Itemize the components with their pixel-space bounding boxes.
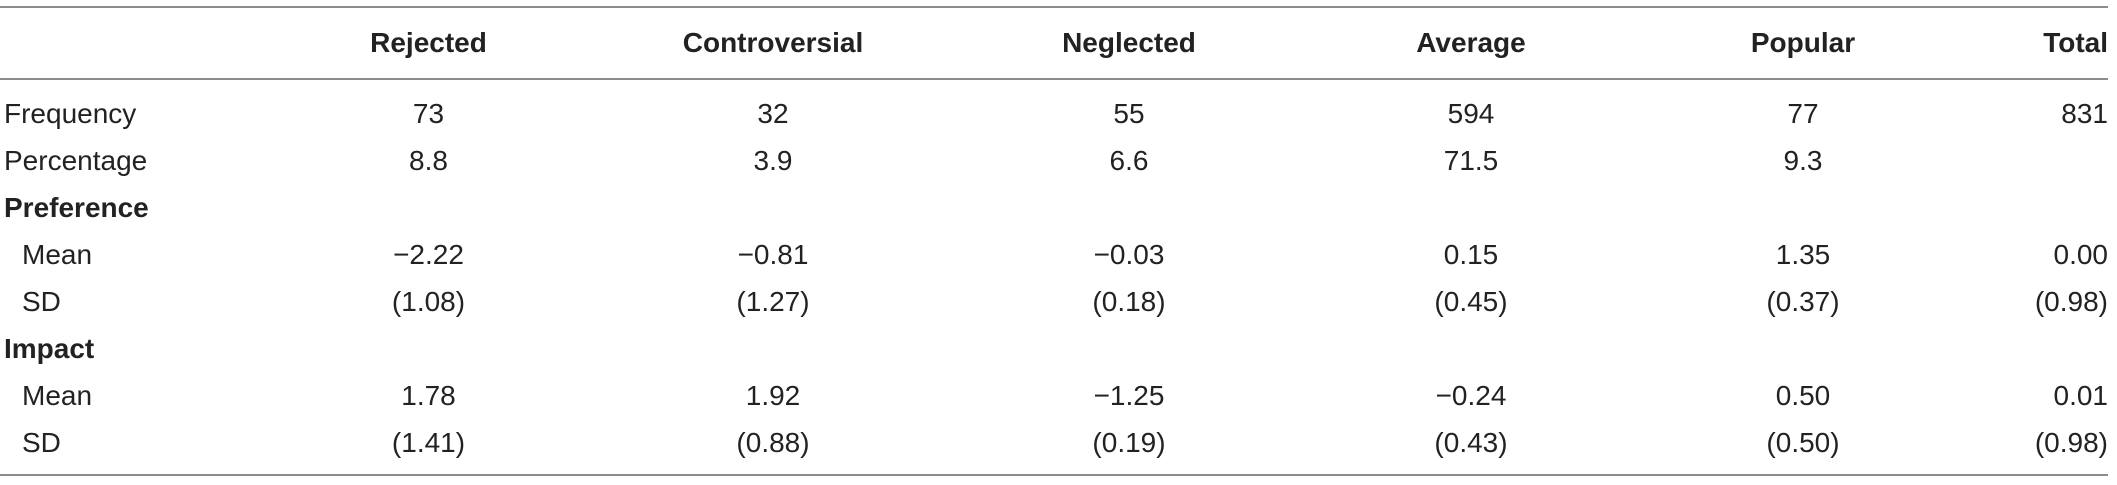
table-row-frequency: Frequency 73 32 55 594 77 831	[0, 79, 2108, 137]
table-row-impact-sd: SD (1.41) (0.88) (0.19) (0.43) (0.50) (0…	[0, 419, 2108, 475]
table-cell-total: 0.00	[2053, 238, 2109, 270]
table-cell: 1.78	[401, 379, 456, 411]
table-cell: (0.43)	[1434, 426, 1508, 458]
row-label: Percentage	[4, 144, 148, 176]
table-cell: 8.8	[409, 144, 448, 176]
header-cell-popular: Popular	[1750, 27, 1856, 58]
table-cell: 32	[757, 97, 789, 129]
table-cell: 9.3	[1783, 144, 1823, 176]
table-row-preference-mean: Mean −2.22 −0.81 −0.03 0.15 1.35 0.00	[0, 231, 2108, 278]
table-cell: 0.15	[1443, 238, 1499, 270]
table-cell: −0.03	[1093, 238, 1165, 270]
header-cell-average: Average	[1416, 27, 1526, 58]
section-row-preference: Preference	[0, 184, 2108, 231]
table-cell: (1.27)	[736, 285, 810, 317]
table-cell: −0.81	[737, 238, 809, 270]
sociometric-status-table: Rejected Controversial Neglected Average…	[0, 6, 2108, 476]
table-cell-total: (0.98)	[2034, 426, 2108, 458]
table-cell: 6.6	[1109, 144, 1149, 176]
table-cell: 3.9	[753, 144, 793, 176]
table-row-preference-sd: SD (1.08) (1.27) (0.18) (0.45) (0.37) (0…	[0, 278, 2108, 325]
table-cell: 0.50	[1775, 379, 1831, 411]
table-cell: −0.24	[1435, 379, 1507, 411]
row-label: SD	[22, 426, 61, 458]
table-cell: 1.92	[745, 379, 801, 411]
row-label: Mean	[22, 238, 93, 270]
section-label: Preference	[4, 191, 149, 223]
table-row-percentage: Percentage 8.8 3.9 6.6 71.5 9.3	[0, 137, 2108, 184]
table-cell: (0.45)	[1434, 285, 1508, 317]
table-cell: (1.41)	[391, 426, 466, 458]
table-cell-total: 831	[2061, 97, 2108, 129]
table-cell: 73	[412, 97, 445, 129]
table-cell-total: (0.98)	[2034, 285, 2108, 317]
header-cell-rejected: Rejected	[370, 27, 487, 58]
header-cell-controversial: Controversial	[682, 27, 864, 58]
table-cell: (1.08)	[391, 285, 466, 317]
table-cell: (0.88)	[736, 426, 810, 458]
table-cell: 71.5	[1443, 144, 1499, 176]
section-row-impact: Impact	[0, 325, 2108, 372]
table-row-impact-mean: Mean 1.78 1.92 −1.25 −0.24 0.50 0.01	[0, 372, 2108, 419]
section-label: Impact	[4, 332, 95, 364]
table-cell: −1.25	[1093, 379, 1165, 411]
table-cell: (0.50)	[1766, 426, 1840, 458]
table-cell-total: 0.01	[2053, 379, 2109, 411]
table-cell: 594	[1447, 97, 1495, 129]
table-cell: (0.19)	[1092, 426, 1166, 458]
header-cell-total: Total	[2043, 27, 2108, 58]
table-cell-total	[1968, 137, 2108, 184]
table-cell: −2.22	[393, 238, 464, 270]
table-cell: 1.35	[1775, 238, 1831, 270]
row-label: Frequency	[4, 97, 137, 129]
header-row: Rejected Controversial Neglected Average…	[0, 7, 2108, 79]
header-cell-empty	[0, 7, 265, 79]
table-cell: (0.37)	[1766, 285, 1840, 317]
header-cell-neglected: Neglected	[1062, 27, 1196, 58]
table-cell: (0.18)	[1092, 285, 1166, 317]
row-label: Mean	[22, 379, 93, 411]
table-cell: 77	[1787, 97, 1819, 129]
row-label: SD	[22, 285, 61, 317]
table-cell: 55	[1113, 97, 1145, 129]
